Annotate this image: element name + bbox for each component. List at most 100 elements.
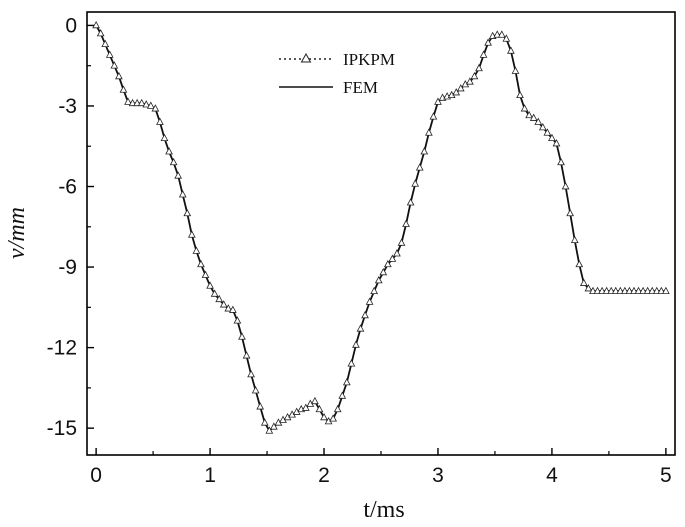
ipkpm-point	[388, 254, 397, 262]
ipkpm-point	[96, 29, 105, 37]
ipkpm-point	[365, 297, 374, 305]
ipkpm-point	[520, 104, 529, 112]
ipkpm-point	[406, 198, 415, 206]
ipkpm-point	[493, 30, 502, 38]
ipkpm-point	[479, 50, 488, 58]
ipkpm-point	[639, 286, 647, 295]
ipkpm-point	[192, 246, 201, 254]
y-axis-title: v/mm	[4, 207, 30, 259]
ipkpm-point	[142, 100, 151, 108]
series-ipkpm-line	[95, 25, 666, 432]
ipkpm-point	[347, 359, 356, 367]
y-tick-label: 0	[65, 14, 77, 37]
ipkpm-point	[570, 235, 579, 244]
ipkpm-point	[151, 104, 160, 112]
ipkpm-point	[352, 340, 360, 348]
ipkpm-point	[178, 190, 187, 198]
ipkpm-point	[242, 351, 251, 359]
ipkpm-point	[470, 71, 479, 80]
ipkpm-point	[219, 300, 228, 308]
ipkpm-point	[630, 286, 638, 295]
ipkpm-point	[616, 286, 625, 295]
x-tick-label: 4	[546, 464, 558, 487]
ipkpm-point	[119, 85, 128, 93]
x-tick-label: 5	[660, 464, 672, 487]
ipkpm-point	[620, 286, 629, 295]
x-tick-label: 3	[432, 464, 444, 487]
ipkpm-point	[534, 117, 543, 125]
ipkpm-point	[561, 182, 570, 190]
ipkpm-point	[584, 284, 593, 292]
ipkpm-point	[210, 289, 219, 297]
y-axis: 0 -3 -6 -9 -12 -15	[47, 14, 94, 440]
series-fem-line	[95, 24, 666, 432]
ipkpm-point	[397, 238, 406, 246]
ipkpm-point	[383, 259, 392, 268]
y-tick-label: -9	[58, 256, 77, 279]
ipkpm-point	[174, 171, 183, 179]
ipkpm-point	[475, 63, 483, 72]
ipkpm-point	[301, 403, 310, 411]
ipkpm-point	[110, 61, 119, 69]
ipkpm-point	[402, 219, 410, 227]
y-tick-label: -3	[58, 95, 77, 118]
ipkpm-point	[420, 147, 429, 155]
ipkpm-point	[315, 404, 324, 413]
ipkpm-point	[511, 66, 520, 74]
ipkpm-point	[228, 305, 237, 313]
ipkpm-point	[497, 30, 506, 38]
ipkpm-point	[593, 286, 602, 295]
x-axis: 0 1 2 3 4 5	[90, 448, 672, 487]
ipkpm-point	[575, 259, 584, 268]
ipkpm-point	[115, 71, 123, 80]
ipkpm-point	[466, 77, 474, 85]
ipkpm-point	[338, 391, 347, 399]
ipkpm-point	[648, 286, 657, 295]
ipkpm-point	[133, 98, 142, 107]
ipkpm-point	[270, 422, 278, 430]
ipkpm-point	[215, 294, 224, 303]
ipkpm-point	[411, 179, 420, 187]
ipkpm-point	[543, 128, 552, 136]
ipkpm-point	[265, 426, 274, 434]
ipkpm-point	[552, 139, 561, 147]
ipkpm-point	[538, 122, 547, 131]
ipkpm-point	[634, 286, 643, 295]
y-tick-label: -6	[58, 176, 77, 199]
series-layer	[92, 20, 670, 434]
ipkpm-point	[356, 324, 365, 332]
plot-frame	[86, 11, 676, 456]
ipkpm-point	[260, 418, 269, 426]
ipkpm-point	[105, 50, 114, 58]
ipkpm-point	[611, 286, 620, 295]
ipkpm-point	[607, 286, 616, 295]
ipkpm-point	[224, 304, 233, 312]
ipkpm-point	[201, 270, 210, 278]
ipkpm-point	[434, 97, 442, 105]
ipkpm-point	[548, 133, 556, 141]
x-axis-title: t/ms	[363, 497, 404, 523]
ipkpm-point	[137, 98, 146, 107]
ipkpm-point	[165, 147, 173, 155]
ipkpm-point	[525, 110, 534, 119]
ipkpm-point	[557, 157, 565, 166]
ipkpm-point	[206, 281, 214, 289]
ipkpm-point	[643, 286, 652, 295]
ipkpm-point	[333, 404, 342, 413]
ipkpm-point	[256, 402, 265, 410]
ipkpm-point	[251, 386, 260, 394]
ipkpm-point	[160, 133, 169, 141]
x-tick-label: 1	[204, 464, 216, 487]
ipkpm-point	[379, 267, 388, 276]
legend-ipkpm-triangle-icon	[300, 52, 312, 63]
ipkpm-point	[429, 112, 438, 120]
ipkpm-point	[652, 286, 661, 295]
legend-fem-label: FEM	[343, 78, 378, 97]
ipkpm-point	[452, 88, 461, 96]
ipkpm-point	[146, 101, 155, 109]
ipkpm-point	[128, 98, 137, 107]
ipkpm-point	[361, 310, 369, 319]
legend-ipkpm-label: IPKPM	[343, 50, 395, 69]
ipkpm-point	[393, 249, 401, 257]
